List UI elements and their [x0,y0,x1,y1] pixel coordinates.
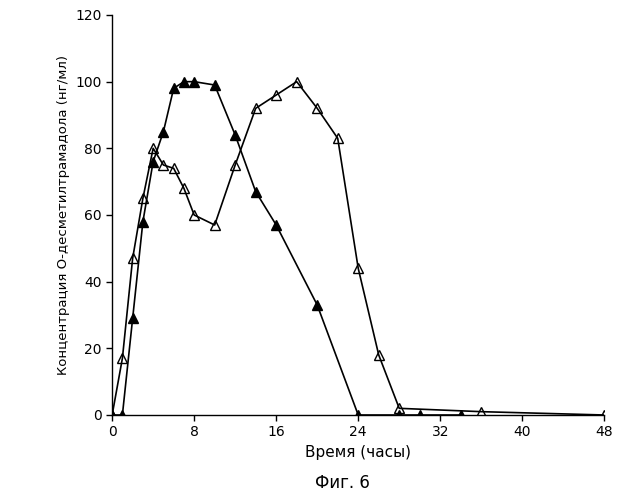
X-axis label: Время (часы): Время (часы) [305,445,411,460]
Text: Фиг. 6: Фиг. 6 [315,474,370,492]
Y-axis label: Концентрация О-десметилтрамадола (нг/мл): Концентрация О-десметилтрамадола (нг/мл) [57,55,70,375]
